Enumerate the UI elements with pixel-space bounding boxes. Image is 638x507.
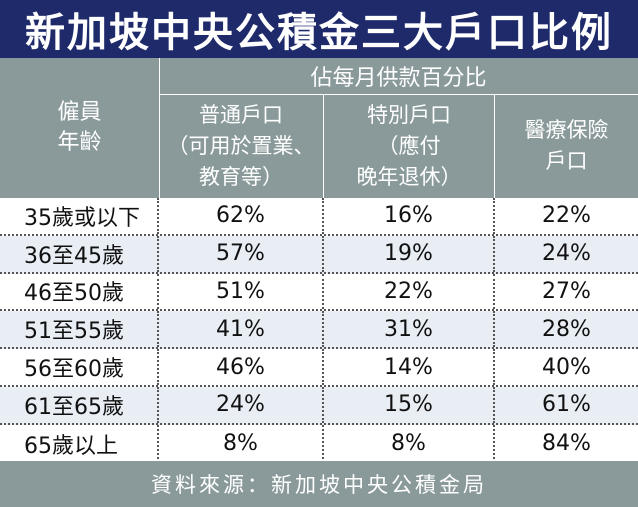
medisave-cell: 27% (542, 278, 591, 304)
title-banner: 新加坡中央公積金三大戶口比例 (0, 0, 638, 58)
special-cell: 31% (324, 311, 495, 348)
medisave-cell: 22% (542, 203, 591, 229)
header-divider (494, 94, 495, 198)
special-cell: 16% (324, 198, 495, 234)
medisave-cell: 40% (542, 354, 591, 380)
ordinary-cell: 57% (159, 235, 324, 272)
page-title: 新加坡中央公積金三大戶口比例 (25, 10, 613, 56)
header-ordinary-account: 普通戶口 （可用於置業、 教育等） (159, 94, 323, 198)
special-cell: 15% (324, 386, 495, 423)
age-cell: 51至55歲 (0, 311, 159, 348)
header-medisave-line1: 醫療保險 (524, 118, 609, 142)
header-medisave-line2: 戶口 (545, 149, 588, 173)
medisave-cell: 61% (542, 392, 591, 418)
header-special-line1: 特別戶口 (367, 102, 451, 127)
header-age-line1: 僱員 (57, 100, 102, 125)
header-special-line3: 晚年退休） (356, 164, 462, 189)
age-cell: 35歲或以下 (0, 198, 159, 234)
ordinary-cell: 24% (159, 386, 324, 423)
header-divider (323, 94, 324, 198)
header-ordinary-line1: 普通戶口 (199, 102, 283, 127)
ordinary-cell: 8% (159, 424, 324, 463)
table-row: 65歲以上 8% 8% 84% (0, 424, 638, 463)
ordinary-cell: 46% (159, 349, 324, 385)
header-divider (159, 58, 160, 198)
header-divider (159, 94, 638, 95)
header-ordinary-line3: 教育等） (199, 164, 283, 189)
age-cell: 46至50歲 (0, 273, 159, 310)
table-row: 61至65歲 24% 15% 61% (0, 386, 638, 425)
table-row: 36至45歲 57% 19% 24% (0, 235, 638, 274)
header-group-label: 佔每月供款百分比 (159, 58, 638, 94)
special-cell: 14% (324, 349, 495, 385)
header-ordinary-line2: （可用於置業、 (167, 133, 315, 158)
age-cell: 61至65歲 (0, 386, 159, 423)
table-row: 35歲或以下 62% 16% 22% (0, 198, 638, 236)
special-cell: 19% (324, 235, 495, 272)
header-age-line2: 年齡 (57, 130, 102, 155)
medisave-cell: 28% (542, 316, 591, 342)
header-special-account: 特別戶口 （應付 晚年退休） (324, 94, 494, 198)
table-row: 51至55歲 41% 31% 28% (0, 311, 638, 350)
ordinary-cell: 51% (159, 273, 324, 310)
table-body: 35歲或以下 62% 16% 22% 36至45歲 57% 19% 24% 46… (0, 198, 638, 463)
source-footer: 資料來源：新加坡中央公積金局 (0, 461, 638, 507)
age-cell: 56至60歲 (0, 349, 159, 385)
special-cell: 22% (324, 273, 495, 310)
ordinary-cell: 41% (159, 311, 324, 348)
special-cell: 8% (324, 424, 495, 463)
medisave-cell: 24% (542, 241, 591, 267)
age-cell: 65歲以上 (0, 424, 159, 463)
header-age-cell: 僱員 年齡 (0, 58, 159, 198)
table-row: 46至50歲 51% 22% 27% (0, 273, 638, 312)
ordinary-cell: 62% (159, 198, 324, 234)
header-medisave-account: 醫療保險 戶口 (495, 94, 638, 198)
medisave-cell: 84% (542, 431, 591, 457)
table-row: 56至60歲 46% 14% 40% (0, 349, 638, 387)
age-cell: 36至45歲 (0, 235, 159, 272)
header-special-line2: （應付 (377, 133, 441, 158)
